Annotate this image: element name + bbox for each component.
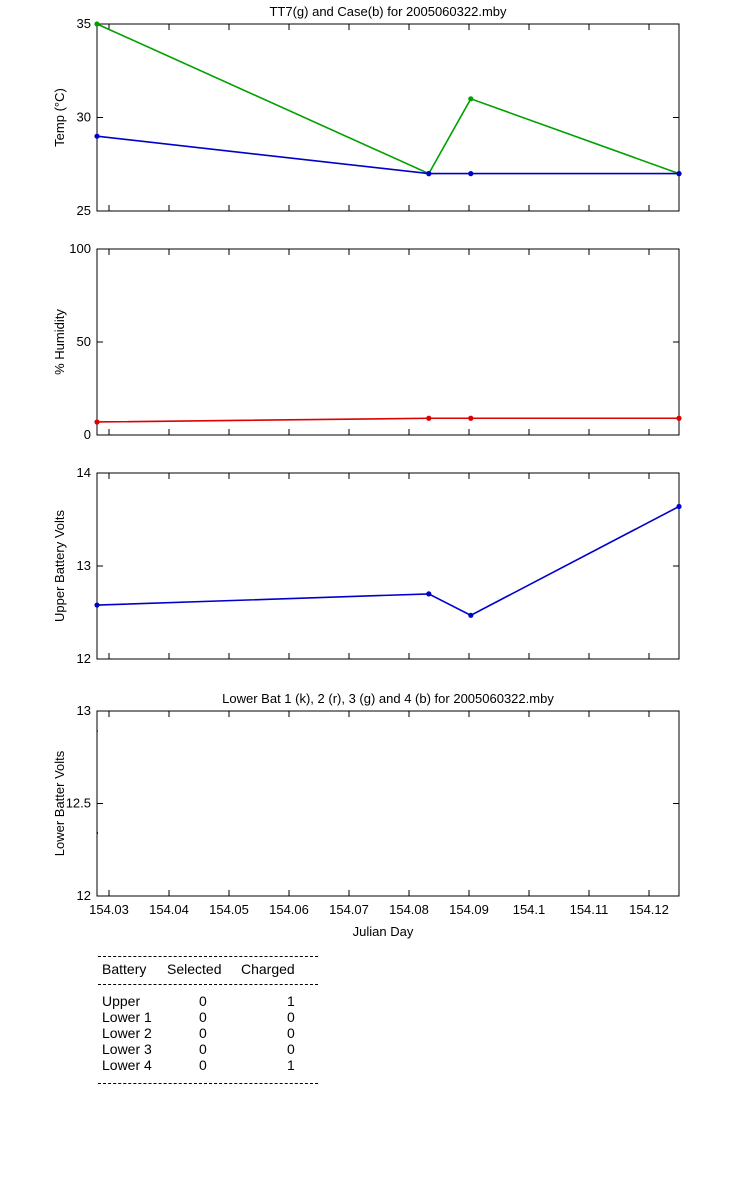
table-header: Battery Selected Charged	[98, 961, 318, 977]
plot-frame	[96, 710, 680, 897]
chart-panel-3: 12 13 14 Upper Battery Volts	[52, 465, 682, 666]
data-point	[676, 503, 682, 510]
data-point	[468, 415, 474, 421]
x-tick-label: 154.06	[269, 902, 309, 917]
series-line-1	[96, 417, 679, 423]
y-axis-label: Lower Batter Volts	[52, 750, 67, 856]
battery-name: Lower 3	[102, 1041, 152, 1057]
plot-frame	[96, 248, 680, 436]
x-axis-label: Julian Day	[353, 924, 414, 939]
figure: 25 30 35 Temp (°C) TT7(g) and Case(b) for 20…	[52, 4, 682, 939]
data-point	[94, 133, 100, 139]
x-tick-label: 154.1	[513, 902, 546, 917]
series-line-2	[96, 135, 679, 175]
charged-value: 0	[287, 1009, 295, 1025]
y-tick-label: 12	[77, 651, 91, 666]
stray-mark	[97, 832, 98, 834]
table-row: Lower 1 0 0	[98, 1009, 318, 1025]
y-tick-label: 13	[77, 703, 91, 718]
header-selected: Selected	[167, 961, 222, 977]
y-tick-label: 100	[69, 241, 91, 256]
table-row: Upper 0 1	[98, 993, 318, 1009]
x-tick-label: 154.12	[629, 902, 669, 917]
charged-value: 1	[287, 993, 295, 1009]
selected-value: 0	[199, 1025, 207, 1041]
battery-status-table: Battery Selected Charged Upper 0 1 Lower…	[98, 956, 318, 1084]
x-tick-label: 154.07	[329, 902, 369, 917]
selected-value: 0	[199, 1057, 207, 1073]
data-point	[676, 415, 682, 421]
data-point	[94, 602, 100, 608]
selected-value: 0	[199, 993, 207, 1009]
battery-name: Lower 4	[102, 1057, 152, 1073]
charged-value: 0	[287, 1041, 295, 1057]
table-rule-bottom	[98, 1083, 318, 1084]
header-battery: Battery	[102, 961, 147, 977]
x-tick-label: 154.08	[389, 902, 429, 917]
y-tick-label: 12.5	[66, 796, 91, 811]
data-point	[468, 612, 474, 618]
y-tick-label: 0	[84, 427, 91, 442]
x-tick-label: 154.11	[570, 902, 609, 917]
data-point	[94, 21, 100, 27]
battery-name: Lower 1	[102, 1009, 152, 1025]
chart-panel-2: 0 50 100 % Humidity	[52, 241, 682, 442]
x-tick-label: 154.09	[449, 902, 489, 917]
y-tick-label: 50	[77, 334, 91, 349]
chart-title: TT7(g) and Case(b) for 2005060322.mby	[269, 4, 507, 19]
table-rule-top	[98, 956, 318, 957]
y-tick-label: 14	[77, 465, 91, 480]
selected-value: 0	[199, 1009, 207, 1025]
chart-panel-1: 25 30 35 Temp (°C) TT7(g) and Case(b) for 20…	[52, 4, 682, 218]
series-line-1	[96, 23, 680, 175]
selected-value: 0	[199, 1041, 207, 1057]
data-point	[468, 171, 474, 177]
charged-value: 0	[287, 1025, 295, 1041]
battery-name: Upper	[102, 993, 141, 1009]
x-tick-label: 154.04	[149, 902, 189, 917]
stray-mark	[97, 730, 98, 732]
charged-value: 1	[287, 1057, 295, 1073]
chart-panel-4: 12 12.5 13 Lower Batter Volts Lower Bat 1 (k…	[52, 691, 680, 939]
table-row: Lower 3 0 0	[98, 1041, 318, 1057]
y-tick-label: 35	[77, 16, 91, 31]
x-tick-label: 154.03	[89, 902, 129, 917]
series-line-1	[96, 505, 680, 617]
table-body: Upper 0 1 Lower 1 0 0 Lower 2 0 0 Lower …	[98, 993, 318, 1073]
data-point	[426, 171, 432, 177]
chart-title: Lower Bat 1 (k), 2 (r), 3 (g) and 4 (b) …	[222, 691, 554, 706]
table-row: Lower 2 0 0	[98, 1025, 318, 1041]
plot-frame	[96, 472, 680, 660]
y-axis-label: Upper Battery Volts	[52, 510, 67, 622]
battery-name: Lower 2	[102, 1025, 152, 1041]
header-charged: Charged	[241, 961, 295, 977]
y-tick-label: 12	[77, 888, 91, 903]
y-tick-label: 25	[77, 203, 91, 218]
data-point	[426, 415, 432, 421]
data-point	[94, 419, 100, 425]
data-point	[468, 96, 474, 102]
x-tick-label: 154.05	[209, 902, 249, 917]
y-tick-label: 13	[77, 558, 91, 573]
table-row: Lower 4 0 1	[98, 1057, 318, 1073]
y-axis-label: Temp (°C)	[52, 88, 67, 147]
plot-frame	[96, 23, 680, 212]
y-tick-label: 30	[77, 110, 91, 125]
table-rule-mid	[98, 984, 318, 985]
data-point	[426, 591, 432, 597]
data-point	[676, 171, 682, 177]
y-axis-label: % Humidity	[52, 309, 67, 375]
